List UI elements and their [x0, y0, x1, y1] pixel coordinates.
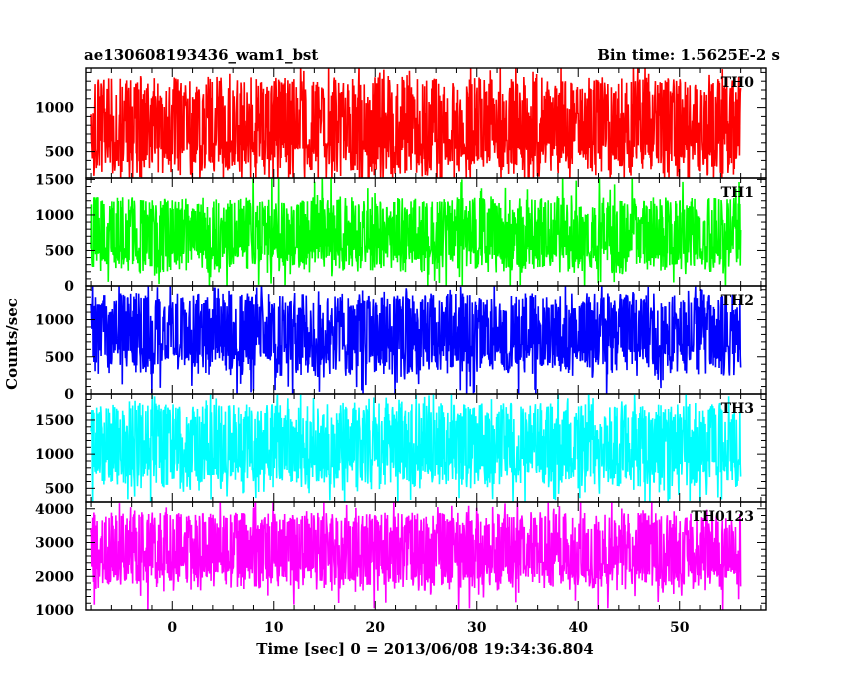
y-tick-label: 2000 [35, 569, 74, 585]
chart-title-left: ae130608193436_wam1_bst [84, 46, 318, 64]
y-tick-label: 1500 [35, 172, 74, 188]
y-tick-label: 1000 [35, 603, 74, 619]
series-trace-th2 [90, 286, 742, 394]
series-trace-th3 [90, 394, 742, 502]
y-tick-label: 500 [45, 481, 74, 497]
y-tick-label: 1500 [35, 413, 74, 429]
x-axis-label: Time [sec] 0 = 2013/06/08 19:34:36.804 [256, 640, 593, 658]
y-tick-label: 0 [64, 279, 74, 295]
panel-label-th0: TH0 [721, 75, 755, 91]
y-tick-label: 500 [45, 243, 74, 259]
x-tick-label: 40 [568, 620, 588, 636]
x-tick-label: 30 [467, 620, 487, 636]
panel-label-th3: TH3 [721, 401, 754, 417]
y-axis-label: Counts/sec [3, 298, 21, 390]
chart-title-right: Bin time: 1.5625E-2 s [597, 46, 780, 64]
panel-label-th1: TH1 [721, 185, 754, 201]
y-tick-label: 500 [45, 350, 74, 366]
y-tick-label: 500 [45, 145, 74, 161]
y-tick-label: 0 [64, 387, 74, 403]
series-trace-th0 [90, 68, 742, 178]
x-tick-label: 50 [670, 620, 690, 636]
panel-label-th0123: TH0123 [691, 509, 754, 525]
x-tick-label: 10 [264, 620, 284, 636]
x-tick-label: 0 [167, 620, 177, 636]
y-tick-label: 1000 [35, 208, 74, 224]
x-tick-label: 20 [366, 620, 386, 636]
panels-group: 5001000TH0050010001500TH105001000TH25001… [35, 67, 767, 636]
series-trace-th0123 [90, 502, 742, 610]
panel-label-th2: TH2 [721, 293, 754, 309]
y-tick-label: 1000 [35, 313, 74, 329]
y-tick-label: 4000 [35, 502, 74, 518]
y-tick-label: 3000 [35, 536, 74, 552]
y-tick-label: 1000 [35, 101, 74, 117]
y-tick-label: 1000 [35, 447, 74, 463]
series-trace-th1 [90, 178, 742, 286]
